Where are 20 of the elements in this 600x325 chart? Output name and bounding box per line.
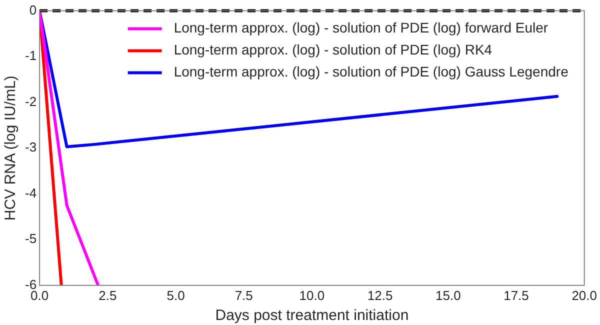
y-tick-label: -5 [24,231,37,246]
y-tick-label: -6 [24,276,37,292]
x-tick-label: 5.0 [166,288,185,303]
x-tick-label: 17.5 [504,288,529,303]
x-tick-label: 10.0 [299,288,325,303]
legend-label: Long-term approx. (log) - solution of PDE (log) Gauss Legendre [174,64,569,80]
y-tick-label: 0 [29,2,37,18]
legend-label: Long-term approx. (log) - solution of PDE (log) RK4 [174,42,492,58]
x-tick-label: 12.5 [367,288,393,303]
y-axis-title: HCV RNA (log IU/mL) [2,76,20,221]
x-axis-title: Days post treatment initiation [215,307,409,324]
y-tick-label: -4 [24,185,37,200]
y-tick-label: -2 [24,94,37,109]
x-tick-label: 2.5 [98,288,117,303]
x-tick-label: 20.0 [572,288,598,303]
y-tick-label: -3 [24,140,37,155]
x-tick-label: 15.0 [435,288,461,303]
y-tick-label: -1 [24,48,37,64]
legend-label: Long-term approx. (log) - solution of PDE (log) forward Euler [174,20,548,36]
x-tick-label: 7.5 [234,288,253,303]
